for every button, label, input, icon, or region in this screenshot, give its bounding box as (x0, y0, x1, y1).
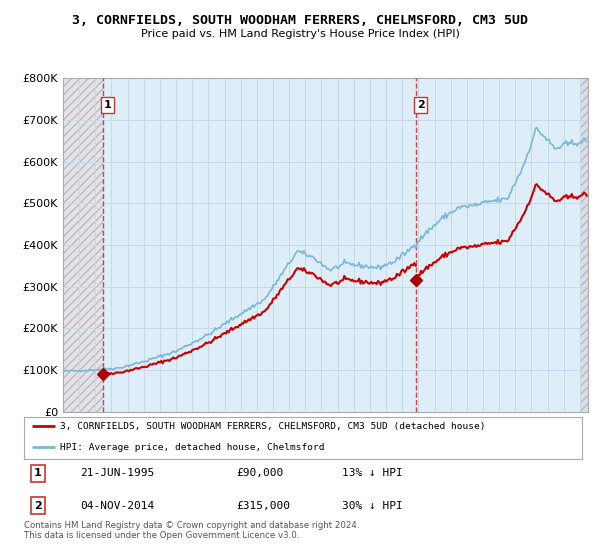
Text: 3, CORNFIELDS, SOUTH WOODHAM FERRERS, CHELMSFORD, CM3 5UD (detached house): 3, CORNFIELDS, SOUTH WOODHAM FERRERS, CH… (60, 422, 486, 431)
Text: 1: 1 (34, 468, 42, 478)
Text: Contains HM Land Registry data © Crown copyright and database right 2024.
This d: Contains HM Land Registry data © Crown c… (24, 521, 359, 540)
Text: Price paid vs. HM Land Registry's House Price Index (HPI): Price paid vs. HM Land Registry's House … (140, 29, 460, 39)
Text: 30% ↓ HPI: 30% ↓ HPI (342, 501, 403, 511)
Text: 13% ↓ HPI: 13% ↓ HPI (342, 468, 403, 478)
Text: 2: 2 (34, 501, 42, 511)
Text: 1: 1 (104, 100, 112, 110)
Bar (63, 78, 103, 412)
Text: £315,000: £315,000 (236, 501, 290, 511)
Text: 04-NOV-2014: 04-NOV-2014 (80, 501, 154, 511)
Bar (580, 78, 588, 412)
Text: £90,000: £90,000 (236, 468, 283, 478)
Text: 3, CORNFIELDS, SOUTH WOODHAM FERRERS, CHELMSFORD, CM3 5UD: 3, CORNFIELDS, SOUTH WOODHAM FERRERS, CH… (72, 14, 528, 27)
Text: HPI: Average price, detached house, Chelmsford: HPI: Average price, detached house, Chel… (60, 443, 325, 452)
Text: 2: 2 (417, 100, 425, 110)
Text: 21-JUN-1995: 21-JUN-1995 (80, 468, 154, 478)
